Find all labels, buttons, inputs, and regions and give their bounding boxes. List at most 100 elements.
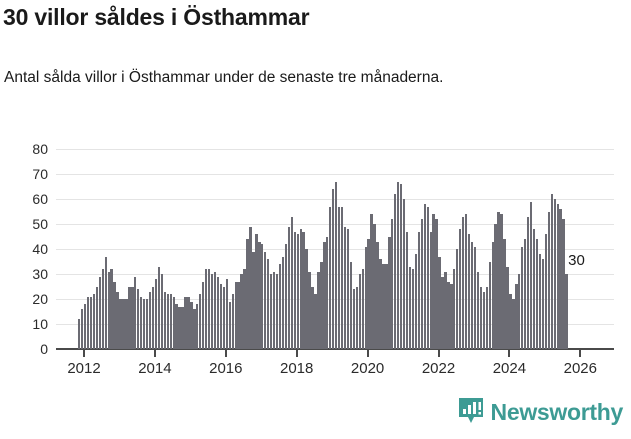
chart-bar (456, 249, 459, 349)
chart-gridline (56, 174, 614, 175)
chart-x-tick (83, 350, 85, 357)
chart-bar (364, 246, 367, 349)
chart-bar (243, 269, 246, 349)
chart-bar (550, 194, 553, 349)
chart-bar (151, 286, 155, 349)
chart-bar (187, 296, 190, 349)
chart-bar (281, 256, 285, 349)
chart-bar (373, 224, 376, 349)
chart-bar (252, 251, 255, 349)
chart-bar (556, 204, 559, 349)
chart-bar (116, 291, 119, 349)
chart-bar (287, 226, 291, 349)
chart-bar (278, 264, 282, 349)
chart-bar (98, 276, 101, 349)
chart-bar (80, 309, 84, 349)
chart-bar (107, 271, 110, 349)
chart-bar (122, 299, 125, 349)
chart-plot-area: 0 10 20 30 40 50 60 70 80 2012 2014 2016 2018 2020 20… (0, 130, 631, 380)
chart-bar (521, 246, 524, 349)
chart-bar (379, 259, 382, 349)
chart-bar (509, 294, 512, 349)
chart-bar (337, 206, 341, 349)
chart-bar (459, 229, 462, 349)
chart-bar (140, 296, 143, 349)
chart-bar (334, 181, 338, 349)
chart-bar (426, 206, 429, 349)
chart-bar (506, 266, 509, 349)
page-title: 30 villor såldes i Östhammar (3, 4, 310, 30)
chart-bar (491, 241, 494, 349)
chart-bar (240, 274, 243, 349)
chart-bar (249, 226, 252, 349)
chart-bar (326, 236, 329, 349)
chart-bar (405, 231, 409, 349)
newsworthy-logo: Newsworthy (458, 397, 623, 427)
chart-bar (154, 279, 158, 349)
chart-x-tick-label: 2016 (209, 360, 243, 377)
chart-bar (553, 199, 556, 349)
chart-x-tick-label: 2012 (67, 360, 101, 377)
chart-bar (184, 296, 187, 349)
chart-bar (216, 276, 220, 349)
chart-bar (175, 304, 178, 349)
chart-bar (314, 294, 317, 349)
chart-bar (532, 229, 536, 349)
chart-y-tick-label: 80 (32, 141, 48, 157)
chart-bar (166, 294, 169, 349)
chart-bar (438, 256, 441, 349)
chart-bar (355, 286, 358, 349)
chart-bar (385, 264, 388, 349)
chart-bar (464, 214, 468, 349)
chart-x-tick-label: 2014 (138, 360, 172, 377)
chart-bar (305, 249, 308, 349)
chart-bar (450, 284, 453, 349)
chart-baseline (56, 348, 614, 350)
chart-bar (420, 219, 423, 349)
chart-bar (332, 189, 335, 349)
chart-bar (547, 211, 551, 349)
chart-bar (402, 199, 406, 349)
chart-bar (178, 306, 181, 349)
chart-bar (473, 246, 477, 349)
chart-x-tick (153, 350, 156, 357)
chart-bar (361, 269, 364, 349)
chart-bar (86, 296, 90, 349)
chart-bar (444, 271, 447, 349)
chart-bar (340, 206, 344, 349)
chart-bar (222, 286, 226, 349)
chart-bar (497, 211, 500, 349)
chart-bar (391, 219, 394, 349)
chart-bar (95, 286, 99, 349)
chart-gridline (56, 149, 614, 150)
bar-chart-logo-icon (458, 397, 484, 427)
chart-bar (432, 214, 435, 349)
chart-bar (559, 209, 562, 349)
chart-bar (441, 276, 444, 349)
chart-y-tick-label: 30 (32, 266, 48, 282)
chart-bar (302, 231, 305, 349)
chart-bar (488, 261, 491, 349)
chart-x-tick-label: 2022 (421, 360, 456, 377)
chart-bar (225, 279, 229, 349)
chart-bar (272, 271, 276, 349)
chart-bar (181, 306, 184, 349)
chart-bar (538, 254, 542, 349)
chart-bar (89, 296, 93, 349)
chart-bar (264, 251, 267, 349)
chart-bar (142, 299, 146, 349)
chart-y-tick-label: 20 (32, 291, 48, 307)
chart-bar (544, 234, 548, 349)
chart-bar (414, 254, 418, 349)
chart-bar (213, 271, 217, 349)
chart-bar (408, 266, 412, 349)
chart-bar (329, 206, 332, 349)
chart-bar (246, 239, 249, 349)
chart-x-tick-label: 2024 (492, 360, 527, 377)
chart-bar (258, 241, 261, 349)
chart-bar (323, 241, 326, 349)
chart-x-tick (437, 350, 440, 357)
chart-bar (148, 291, 152, 349)
chart-bar (397, 181, 400, 349)
chart-bar (352, 289, 356, 349)
